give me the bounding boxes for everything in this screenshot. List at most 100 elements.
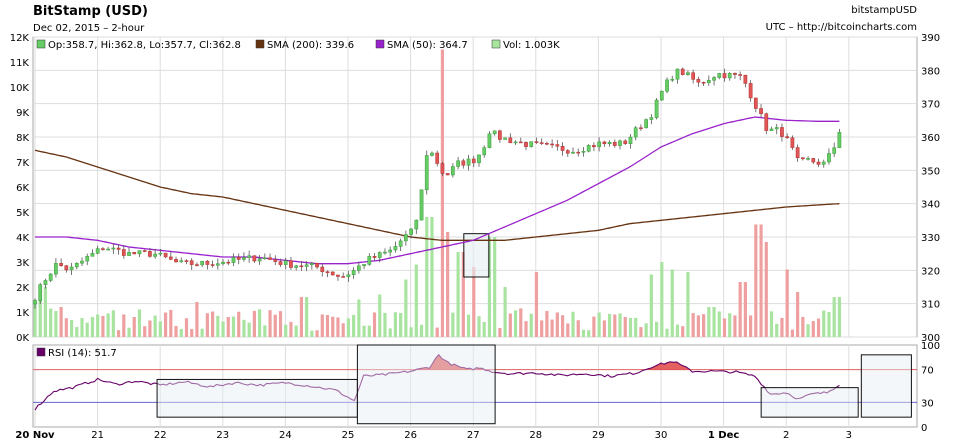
- candle-body: [471, 158, 476, 164]
- volume-bar: [764, 242, 768, 337]
- candle-body: [90, 253, 95, 257]
- candle-body: [764, 113, 769, 131]
- candle-body: [294, 265, 299, 268]
- chart-subtitle: Dec 02, 2015 – 2-hour: [33, 23, 145, 34]
- candle-body: [680, 68, 685, 75]
- volume-bar: [519, 308, 523, 337]
- volume-bar: [33, 299, 37, 337]
- candle-body: [320, 266, 325, 272]
- volume-bar: [69, 319, 74, 337]
- volume-bar: [137, 309, 142, 337]
- candle-body: [456, 160, 460, 167]
- volume-bar: [90, 317, 95, 337]
- volume-bar: [534, 272, 539, 337]
- candle-body: [289, 260, 293, 268]
- candle-body: [273, 259, 278, 262]
- candle-body: [769, 128, 774, 131]
- candle-body: [529, 141, 534, 147]
- candle-body: [733, 73, 737, 75]
- legend-ohlc: Op:358.7, Hi:362.8, Lo:357.7, Cl:362.8: [48, 40, 241, 51]
- volume-bar: [362, 325, 366, 337]
- volume-bar: [675, 324, 680, 337]
- volume-bar: [299, 297, 303, 337]
- candle-body: [393, 246, 398, 251]
- volume-tick-label: 3K: [16, 258, 29, 269]
- volume-bar: [226, 317, 230, 337]
- volume-bar: [80, 318, 84, 337]
- volume-bar: [336, 317, 340, 337]
- candle-body: [168, 256, 173, 260]
- volume-bar: [278, 311, 283, 337]
- candle-body: [80, 260, 84, 264]
- chart-title: BitStamp (USD): [33, 4, 148, 19]
- volume-bar: [247, 322, 251, 337]
- rsi-tick-label: 100: [921, 341, 940, 352]
- volume-bar: [503, 287, 507, 337]
- x-tick-label: 1 Dec: [708, 430, 740, 441]
- candle-body: [252, 255, 257, 262]
- candle-body: [565, 150, 570, 154]
- volume-bar: [404, 279, 408, 337]
- x-tick-label: 20 Nov: [15, 430, 55, 441]
- sma50-path: [35, 116, 840, 265]
- volume-bar: [550, 319, 554, 337]
- candle-body: [236, 257, 241, 260]
- candle-body: [404, 234, 408, 242]
- volume-bar: [294, 325, 298, 337]
- candle-body: [127, 252, 131, 256]
- volume-bar: [785, 269, 789, 337]
- volume-bar: [644, 323, 648, 337]
- volume-bar: [111, 310, 115, 337]
- volume-bar: [560, 315, 565, 337]
- candle-body: [257, 258, 262, 262]
- legend-vol: Vol: 1.003K: [503, 40, 560, 51]
- x-tick-label: 25: [342, 430, 355, 441]
- volume-bar: [59, 307, 63, 337]
- volume-bar: [75, 327, 79, 337]
- candle-body: [184, 260, 189, 262]
- candle-body: [64, 265, 69, 271]
- candle-body: [430, 152, 434, 156]
- volume-bar: [759, 224, 763, 337]
- candle-body: [231, 257, 236, 263]
- candlesticks: [33, 67, 842, 309]
- highlight-box: [760, 387, 859, 418]
- candle-body: [524, 142, 528, 147]
- volume-bar: [576, 320, 580, 337]
- candle-body: [790, 137, 795, 148]
- volume-bar: [597, 312, 601, 337]
- volume-tick-label: 9K: [16, 108, 29, 119]
- candle-body: [247, 255, 252, 258]
- candle-body: [743, 74, 748, 84]
- volume-bar: [143, 326, 147, 337]
- candle-body: [712, 77, 716, 81]
- candle-body: [362, 264, 366, 267]
- x-tick-label: 30: [655, 430, 668, 441]
- volume-bar: [524, 321, 528, 337]
- volume-bar: [477, 316, 481, 337]
- volume-bar: [816, 318, 821, 337]
- volume-bar: [85, 322, 89, 337]
- candle-body: [111, 247, 116, 250]
- volume-tick-label: 1K: [16, 308, 29, 319]
- candle-body: [550, 143, 554, 146]
- volume-bar: [733, 315, 737, 337]
- volume-bar: [148, 320, 152, 337]
- volume-bar: [691, 313, 695, 337]
- candle-body: [508, 137, 513, 144]
- candle-body: [336, 274, 340, 277]
- candle-body: [142, 250, 147, 252]
- legend-rsi-swatch: [36, 347, 46, 357]
- volume-bar: [681, 326, 685, 337]
- volume-bar: [775, 323, 779, 337]
- volume-bar: [461, 252, 465, 337]
- candle-body: [837, 132, 842, 149]
- candle-body: [498, 130, 502, 140]
- volume-bar: [242, 319, 246, 337]
- volume-bar: [258, 309, 262, 337]
- volume-bar: [769, 311, 774, 337]
- x-tick-label: 26: [404, 430, 417, 441]
- volume-bar: [639, 327, 643, 337]
- candle-body: [367, 256, 372, 265]
- volume-bar: [749, 315, 753, 337]
